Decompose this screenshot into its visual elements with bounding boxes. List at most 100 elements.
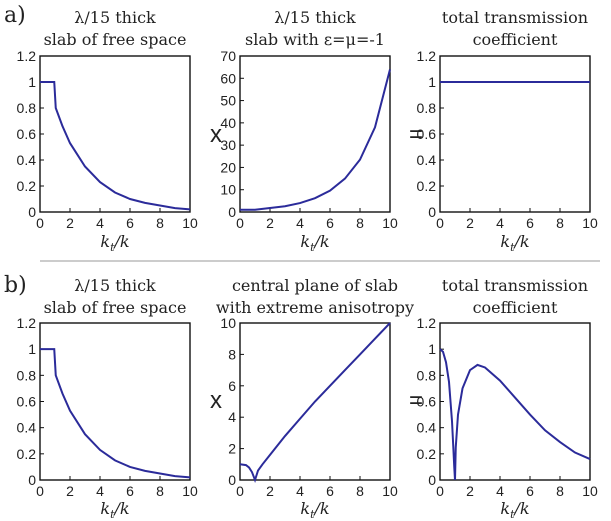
row-b-panel-1-axes-frame	[39, 322, 191, 481]
row-a-panel-2-xtick-label: 6	[326, 215, 334, 231]
row-a-panel-1-ytick-label: 0.6	[17, 126, 37, 142]
row-b-panel-3-ytick-label: 0.4	[417, 420, 437, 436]
row-a-panel-1-ytick-label: 0.2	[17, 178, 37, 194]
row-a-panel-1-title-line-1: λ/15 thick	[74, 8, 156, 27]
row-a-panel-2-xtick-label: 8	[356, 215, 364, 231]
row-a-panel-3-ytick-label: 0	[428, 204, 436, 220]
row-a-panel-1-ytick-label: 0.8	[17, 100, 37, 116]
row-b-panel-1-ytick-label: 0.2	[17, 446, 37, 462]
row-b-panel-1-xtick-label: 10	[182, 483, 198, 499]
row-a-panel-1-xtick-label: 6	[126, 215, 134, 231]
row-b-panel-1-ytick-label: 0.8	[17, 367, 37, 383]
row-a-panel-2-xtick-label: 10	[382, 215, 398, 231]
row-a-panel-2-xtick-label: 0	[236, 215, 244, 231]
row-b-panel-3-data-line	[439, 348, 591, 481]
row-a-panel-2-ytick-label: 50	[220, 93, 236, 109]
row-b-panel-2-xlabel-suffix: /k	[313, 499, 330, 518]
row-a-panel-3-xtick-label: 0	[436, 215, 444, 231]
row-a-panel-1-title-line-2: slab of free space	[44, 30, 187, 49]
row-a-panel-3-xtick-label: 2	[466, 215, 474, 231]
row-b-panel-3-title-line-1: total transmission	[442, 276, 588, 295]
row-b-panel-3-xlabel-suffix: /k	[513, 499, 530, 518]
row-b-panel-1-xtick-label: 8	[156, 483, 164, 499]
row-a-equals-sign: =	[409, 121, 423, 148]
row-b-panel-2-data-line	[239, 322, 391, 484]
row-b-panel-1-ytick-label: 1	[28, 341, 36, 357]
row-a-panel-2-xtick-label: 4	[296, 215, 304, 231]
row-b-panel-2-xtick-label: 2	[266, 483, 274, 499]
row-b-panel-1-title-line-2: slab of free space	[44, 298, 187, 317]
row-a-panel-2-xlabel-subscript: t	[310, 241, 315, 254]
row-a-multiply-sign: x	[210, 121, 222, 148]
row-a-panel-2-xlabel-main: k	[300, 232, 310, 251]
row-a-panel-3-xtick-label: 10	[582, 215, 598, 231]
row-a-panel-3-xlabel: kt/k	[500, 232, 529, 254]
row-b-panel-3-title-line-2: coefficient	[473, 298, 558, 317]
row-a-panel-1-ytick-label: 0	[28, 204, 36, 220]
row-b-panel-1-xlabel-suffix: /k	[113, 499, 130, 518]
row-a-panel-1-ytick-label: 1.2	[17, 48, 37, 64]
row-a-panel-3-axes-frame	[439, 55, 591, 213]
row-a-panel-2-xtick-label: 2	[266, 215, 274, 231]
row-a-panel-3-xtick-label: 6	[526, 215, 534, 231]
row-a-panel-3-xlabel-main: k	[500, 232, 510, 251]
row-a-panel-3-ytick-label: 1	[428, 74, 436, 90]
row-a-panel-2-xlabel: kt/k	[300, 232, 329, 254]
row-b-panel-1-xlabel-main: k	[100, 499, 110, 518]
row-a-panel-1-ytick-label: 0.4	[17, 152, 37, 168]
row-a-panel-2-ytick-label: 70	[220, 48, 236, 64]
row-b-panel-2-ytick-label: 8	[228, 346, 236, 362]
row-a-panel-2-xlabel-suffix: /k	[313, 232, 330, 251]
row-b-panel-2-title-line-2: with extreme anisotropy	[216, 298, 414, 317]
row-b-panel-3-ytick-label: 0.8	[417, 367, 437, 383]
row-b-panel-1-title-line-1: λ/15 thick	[74, 276, 156, 295]
row-a-panel-2-ytick-label: 60	[220, 70, 236, 86]
row-a-panel-1-xlabel-suffix: /k	[113, 232, 130, 251]
row-b-panel-3-axes-frame	[439, 322, 591, 481]
row-a-panel-3-title-line-2: coefficient	[473, 30, 558, 49]
row-a-panel-3-xtick-label: 4	[496, 215, 504, 231]
row-a-panel-2-ytick-label: 0	[228, 204, 236, 220]
row-b-panel-3-ytick-label: 1	[428, 341, 436, 357]
row-b-panel-3-xtick-label: 6	[526, 483, 534, 499]
row-a-label: a)	[4, 3, 26, 28]
row-a-panel-2-title-line-2: slab with ε=μ=-1	[245, 30, 385, 49]
row-b-panel-2-ytick-label: 10	[220, 315, 236, 331]
row-a-panel-1-xlabel-subscript: t	[110, 241, 115, 254]
row-a-panel-1-xlabel: kt/k	[100, 232, 129, 254]
row-a-panel-3-title-line-1: total transmission	[442, 8, 588, 27]
row-a-panel-1-data-line	[40, 81, 191, 211]
row-a-panel-1-xtick-label: 0	[36, 215, 44, 231]
row-a-panel-2-ytick-label: 30	[220, 137, 236, 153]
row-b-panel-1-xlabel-subscript: t	[110, 508, 115, 521]
row-a-panel-2-ytick-label: 10	[220, 182, 236, 198]
row-b-panel-1-ytick-label: 1.2	[17, 315, 37, 331]
row-b-panel-2-ytick-label: 6	[228, 378, 236, 394]
row-b-panel-3-ytick-label: 1.2	[417, 315, 437, 331]
row-a-panel-2-title-line-1: λ/15 thick	[274, 8, 356, 27]
row-a-panel-3-xtick-label: 8	[556, 215, 564, 231]
row-b-panel-1-data-line	[40, 348, 191, 479]
row-b-panel-1-ytick-label: 0.4	[17, 420, 37, 436]
row-b-panel-3-xtick-label: 10	[582, 483, 598, 499]
row-b-panel-1-xtick-label: 0	[36, 483, 44, 499]
row-b-panel-2-title-line-1: central plane of slab	[232, 276, 398, 295]
row-b-panel-2-ytick-label: 4	[228, 409, 236, 425]
row-b-panel-3-ytick-label: 0.2	[417, 446, 437, 462]
row-b-panel-3-xtick-label: 2	[466, 483, 474, 499]
row-b-panel-2-xtick-label: 0	[236, 483, 244, 499]
row-a-panel-2-data-line	[240, 69, 391, 211]
row-b-panel-3-xlabel-main: k	[500, 499, 510, 518]
row-a-panel-3-xlabel-suffix: /k	[513, 232, 530, 251]
row-a-panel-2-axes-frame	[239, 55, 391, 213]
row-b-panel-2-axes-frame	[239, 322, 391, 481]
row-b-panel-3-xlabel: kt/k	[500, 499, 529, 521]
row-b-panel-3-ytick-label: 0.6	[417, 394, 437, 410]
row-a-panel-3-ytick-label: 0.8	[417, 100, 437, 116]
row-b-panel-2-xtick-label: 4	[296, 483, 304, 499]
row-b-panel-2-xtick-label: 8	[356, 483, 364, 499]
row-b-panel-1-xlabel: kt/k	[100, 499, 129, 521]
row-b-panel-1-xtick-label: 2	[66, 483, 74, 499]
